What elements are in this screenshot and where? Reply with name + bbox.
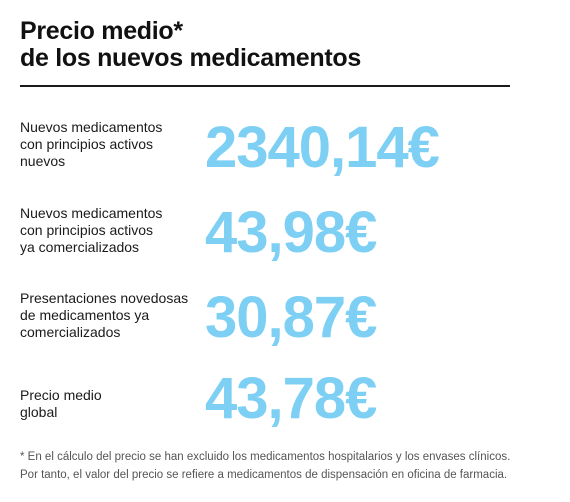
footnote-line-2: Por tanto, el valor del precio se refier… xyxy=(20,469,508,481)
row-label-line: con principios activos xyxy=(20,222,154,238)
row-label-line: con principios activos xyxy=(20,136,154,152)
row-label: Nuevos medicamentos con principios activ… xyxy=(20,205,200,256)
row-label-line: Precio medio xyxy=(20,387,102,403)
title-line-2: de los nuevos medicamentos xyxy=(20,44,361,72)
page-title: Precio medio* de los nuevos medicamentos xyxy=(20,18,520,72)
price-value: 43,98€ xyxy=(205,200,377,265)
price-row-novel-presentations: Presentaciones novedosas de medicamentos… xyxy=(20,287,550,357)
row-label-line: ya comercializados xyxy=(20,239,140,255)
price-value: 30,87€ xyxy=(205,285,377,350)
footnote-line-1: * En el cálculo del precio se han exclui… xyxy=(20,451,511,463)
row-label: Precio medio global xyxy=(20,387,200,421)
row-label-line: global xyxy=(20,404,58,420)
row-label-line: nuevos xyxy=(20,153,66,169)
row-label-line: Nuevos medicamentos xyxy=(20,119,163,135)
price-row-global-average: Precio medio global 43,78€ xyxy=(20,368,550,438)
row-label-line: Presentaciones novedosas xyxy=(20,290,189,306)
title-line-1: Precio medio* xyxy=(20,17,183,45)
price-row-existing-active-ingredients: Nuevos medicamentos con principios activ… xyxy=(20,202,550,272)
row-label: Nuevos medicamentos con principios activ… xyxy=(20,119,200,170)
price-value: 2340,14€ xyxy=(205,115,440,180)
price-value: 43,78€ xyxy=(205,366,377,431)
row-label: Presentaciones novedosas de medicamentos… xyxy=(20,290,200,341)
price-row-new-active-ingredients: Nuevos medicamentos con principios activ… xyxy=(20,117,550,187)
title-divider xyxy=(20,85,510,87)
row-label-line: de medicamentos ya xyxy=(20,307,150,323)
footnote: * En el cálculo del precio se han exclui… xyxy=(20,448,560,484)
row-label-line: Nuevos medicamentos xyxy=(20,205,163,221)
row-label-line: comercializados xyxy=(20,324,121,340)
